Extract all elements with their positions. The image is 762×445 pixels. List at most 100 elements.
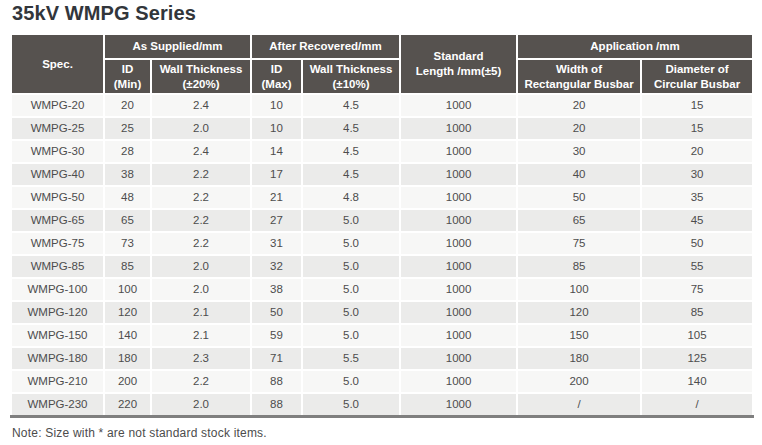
cell-id-min: 220 [104,393,151,416]
cell-wall-thickness-recovered: 4.5 [302,140,400,163]
cell-wall-thickness-supplied: 2.2 [151,232,251,255]
col-group-application: Application /mm [517,34,753,59]
cell-width-rect-busbar: 40 [517,163,641,186]
cell-spec: WMPG-20 [11,94,104,117]
cell-wall-thickness-recovered: 5.0 [302,232,400,255]
cell-id-max: 38 [251,278,302,301]
cell-spec: WMPG-40 [11,163,104,186]
table-row: WMPG-30 28 2.4 14 4.5 1000 30 20 [11,140,753,163]
cell-width-rect-busbar: 20 [517,117,641,140]
table-body: WMPG-20 20 2.4 10 4.5 1000 20 15 WMPG-25… [11,94,753,416]
cell-wall-thickness-recovered: 5.0 [302,393,400,416]
cell-id-max: 59 [251,324,302,347]
cell-standard-length: 1000 [400,278,517,301]
cell-spec: WMPG-120 [11,301,104,324]
cell-standard-length: 1000 [400,347,517,370]
cell-spec: WMPG-230 [11,393,104,416]
cell-id-min: 25 [104,117,151,140]
cell-dia-circ-busbar: 35 [641,186,753,209]
col-header-standard-length: Standard Length /mm(±5) [400,34,517,94]
cell-id-max: 10 [251,94,302,117]
cell-id-max: 32 [251,255,302,278]
cell-wall-thickness-recovered: 5.0 [302,209,400,232]
cell-spec: WMPG-30 [11,140,104,163]
cell-id-min: 100 [104,278,151,301]
table-row: WMPG-180 180 2.3 71 5.5 1000 180 125 [11,347,753,370]
cell-standard-length: 1000 [400,186,517,209]
cell-spec: WMPG-65 [11,209,104,232]
cell-id-min: 120 [104,301,151,324]
cell-wall-thickness-supplied: 2.2 [151,370,251,393]
cell-spec: WMPG-85 [11,255,104,278]
cell-spec: WMPG-75 [11,232,104,255]
col-header-wall-thickness-recovered: Wall Thickness (±10%) [302,59,400,94]
cell-standard-length: 1000 [400,94,517,117]
table-row: WMPG-85 85 2.0 32 5.0 1000 85 55 [11,255,753,278]
cell-dia-circ-busbar: 140 [641,370,753,393]
cell-width-rect-busbar: 85 [517,255,641,278]
cell-id-min: 48 [104,186,151,209]
col-header-id-min: ID (Min) [104,59,151,94]
cell-standard-length: 1000 [400,301,517,324]
col-header-wall-thickness-supplied: Wall Thickness (±20%) [151,59,251,94]
cell-id-min: 38 [104,163,151,186]
cell-dia-circ-busbar: 15 [641,94,753,117]
cell-width-rect-busbar: 65 [517,209,641,232]
col-group-as-supplied: As Supplied/mm [104,34,251,59]
cell-id-max: 17 [251,163,302,186]
cell-standard-length: 1000 [400,163,517,186]
cell-dia-circ-busbar: / [641,393,753,416]
cell-standard-length: 1000 [400,370,517,393]
table-row: WMPG-230 220 2.0 88 5.0 1000 / / [11,393,753,416]
cell-wall-thickness-recovered: 5.0 [302,255,400,278]
cell-dia-circ-busbar: 55 [641,255,753,278]
table-row: WMPG-25 25 2.0 10 4.5 1000 20 15 [11,117,753,140]
cell-id-min: 140 [104,324,151,347]
cell-spec: WMPG-180 [11,347,104,370]
table-row: WMPG-40 38 2.2 17 4.5 1000 40 30 [11,163,753,186]
cell-wall-thickness-recovered: 4.5 [302,117,400,140]
cell-width-rect-busbar: 30 [517,140,641,163]
cell-wall-thickness-supplied: 2.2 [151,163,251,186]
cell-width-rect-busbar: 20 [517,94,641,117]
cell-id-min: 28 [104,140,151,163]
page: 35kV WMPG Series Spec. As Supplied/mm Af… [0,0,762,445]
table-row: WMPG-120 120 2.1 50 5.0 1000 120 85 [11,301,753,324]
cell-standard-length: 1000 [400,255,517,278]
cell-id-max: 10 [251,117,302,140]
cell-standard-length: 1000 [400,209,517,232]
table-row: WMPG-50 48 2.2 21 4.8 1000 50 35 [11,186,753,209]
header-group-row: Spec. As Supplied/mm After Recovered/mm … [11,34,753,59]
cell-wall-thickness-supplied: 2.0 [151,393,251,416]
cell-wall-thickness-supplied: 2.0 [151,255,251,278]
cell-wall-thickness-recovered: 4.5 [302,163,400,186]
cell-id-max: 88 [251,370,302,393]
cell-standard-length: 1000 [400,117,517,140]
cell-wall-thickness-supplied: 2.0 [151,278,251,301]
cell-wall-thickness-supplied: 2.2 [151,209,251,232]
cell-spec: WMPG-210 [11,370,104,393]
cell-dia-circ-busbar: 30 [641,163,753,186]
cell-dia-circ-busbar: 125 [641,347,753,370]
col-header-dia-circ-busbar: Diameter of Circular Busbar [641,59,753,94]
cell-id-min: 73 [104,232,151,255]
cell-id-max: 31 [251,232,302,255]
cell-wall-thickness-recovered: 5.0 [302,301,400,324]
table-header: Spec. As Supplied/mm After Recovered/mm … [11,34,753,94]
col-header-spec: Spec. [11,34,104,94]
table-row: WMPG-65 65 2.2 27 5.0 1000 65 45 [11,209,753,232]
table-row: WMPG-210 200 2.2 88 5.0 1000 200 140 [11,370,753,393]
cell-wall-thickness-recovered: 4.8 [302,186,400,209]
cell-wall-thickness-recovered: 5.0 [302,324,400,347]
cell-wall-thickness-recovered: 5.0 [302,370,400,393]
cell-wall-thickness-supplied: 2.4 [151,94,251,117]
cell-width-rect-busbar: 150 [517,324,641,347]
table-row: WMPG-20 20 2.4 10 4.5 1000 20 15 [11,94,753,117]
cell-id-max: 50 [251,301,302,324]
cell-id-max: 88 [251,393,302,416]
cell-wall-thickness-supplied: 2.0 [151,117,251,140]
cell-standard-length: 1000 [400,232,517,255]
cell-id-max: 27 [251,209,302,232]
cell-spec: WMPG-150 [11,324,104,347]
cell-dia-circ-busbar: 75 [641,278,753,301]
